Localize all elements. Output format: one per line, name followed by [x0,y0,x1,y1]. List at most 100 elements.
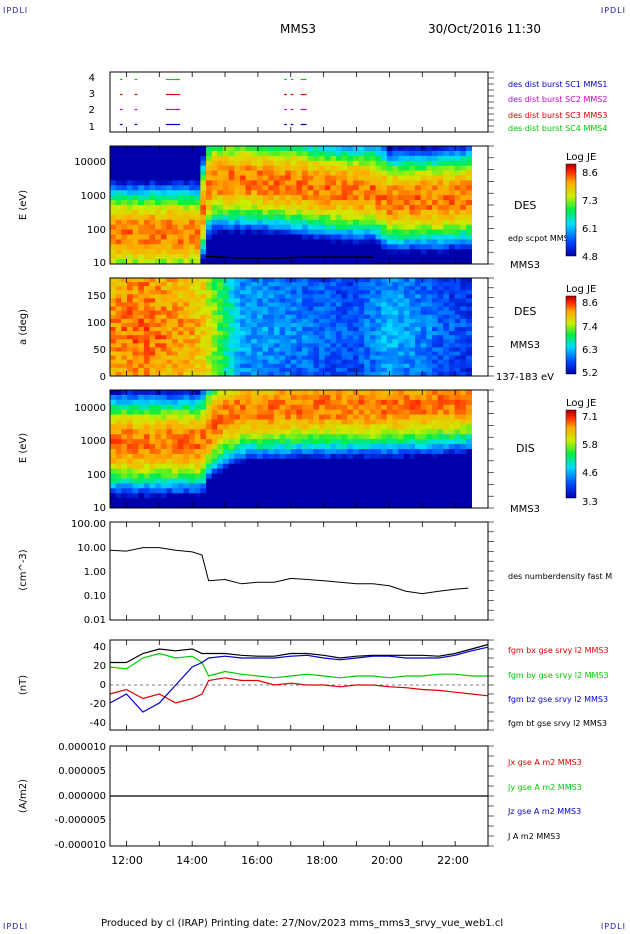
heat-cell [460,335,467,340]
heat-cell [149,367,156,373]
heat-cell [426,367,433,373]
heat-cell [279,449,286,455]
heat-cell [347,249,354,255]
heat-cell [228,150,235,157]
heat-cell [234,180,241,186]
heat-cell [358,175,365,181]
heat-cell [465,419,472,425]
heat-cell [313,339,320,344]
heat-cell [143,458,150,465]
heat-cell [183,414,190,420]
heat-cell [143,434,150,440]
des-pitch-spectrogram [110,278,472,377]
dis-energy-cbar-tick: 3.3 [582,497,598,508]
heat-cell [183,449,190,455]
heat-cell [256,439,263,445]
heat-cell [319,170,326,176]
heat-cell [149,339,156,344]
heat-cell [448,367,456,373]
heat-cell [251,347,258,352]
heat-cell [177,160,184,167]
heat-cell [319,214,326,221]
heat-cell [262,371,269,377]
heat-cell [341,146,348,152]
heat-cell [155,453,162,460]
heat-cell [206,249,213,255]
heat-cell [121,219,128,226]
heat-cell [398,259,405,265]
heat-cell [369,444,376,450]
heat-cell [115,229,122,235]
heat-cell [256,294,263,299]
heat-cell [110,310,117,316]
heat-cell [448,458,456,465]
heat-cell [126,290,133,295]
heat-cell [313,314,320,320]
heat-cell [302,483,309,489]
heat-cell [245,310,252,316]
dis-energy-cbar-tick: 4.6 [582,468,598,479]
heat-cell [409,229,416,235]
heat-cell [239,371,246,377]
heat-cell [369,339,376,344]
heat-cell [251,424,258,430]
heat-cell [448,185,456,191]
heat-cell [454,322,461,328]
heat-cell [273,424,280,430]
heat-cell [403,310,410,316]
heat-cell [189,429,196,435]
heat-cell [155,498,162,504]
heat-cell [155,331,162,336]
heat-cell [211,146,218,152]
heat-cell [234,351,241,356]
heat-cell [234,327,241,332]
heat-cell [426,394,433,401]
heat-cell [155,185,162,191]
heat-cell [392,214,399,221]
heat-cell [324,399,331,406]
heat-cell [352,306,359,312]
heat-cell [296,290,303,295]
heat-cell [132,404,139,411]
heat-cell [211,483,218,489]
heat-cell [138,224,145,230]
heat-cell [143,278,150,283]
des-energy-ytick: 10000 [74,157,106,168]
heat-cell [166,351,173,356]
heat-cell [172,298,179,303]
heat-cell [302,444,309,450]
heat-cell [211,399,218,406]
heat-cell [285,214,292,221]
heat-cell [324,414,331,420]
heat-cell [222,306,230,312]
heat-cell [369,394,376,401]
heat-cell [341,458,348,465]
heat-cell [189,488,196,494]
heat-cell [296,234,303,240]
heat-cell [403,306,410,312]
heat-cell [403,409,410,415]
heat-cell [290,347,297,352]
heat-cell [279,298,286,303]
heat-cell [341,363,348,369]
heat-cell [443,409,450,415]
heat-cell [324,244,331,250]
heat-cell [448,409,456,415]
heat-cell [347,205,354,211]
heat-cell [189,473,196,479]
heat-cell [403,278,410,283]
heat-cell [302,404,309,411]
heat-cell [454,185,461,191]
heat-cell [228,155,235,162]
heat-cell [234,214,241,221]
heat-cell [183,404,190,411]
heat-cell [166,209,173,216]
heat-cell [245,434,252,440]
heat-cell [398,498,405,504]
heat-cell [364,234,371,240]
heat-cell [239,429,246,435]
heat-cell [420,234,427,240]
heat-cell [364,150,371,157]
heat-cell [448,229,456,235]
heat-cell [200,478,207,484]
